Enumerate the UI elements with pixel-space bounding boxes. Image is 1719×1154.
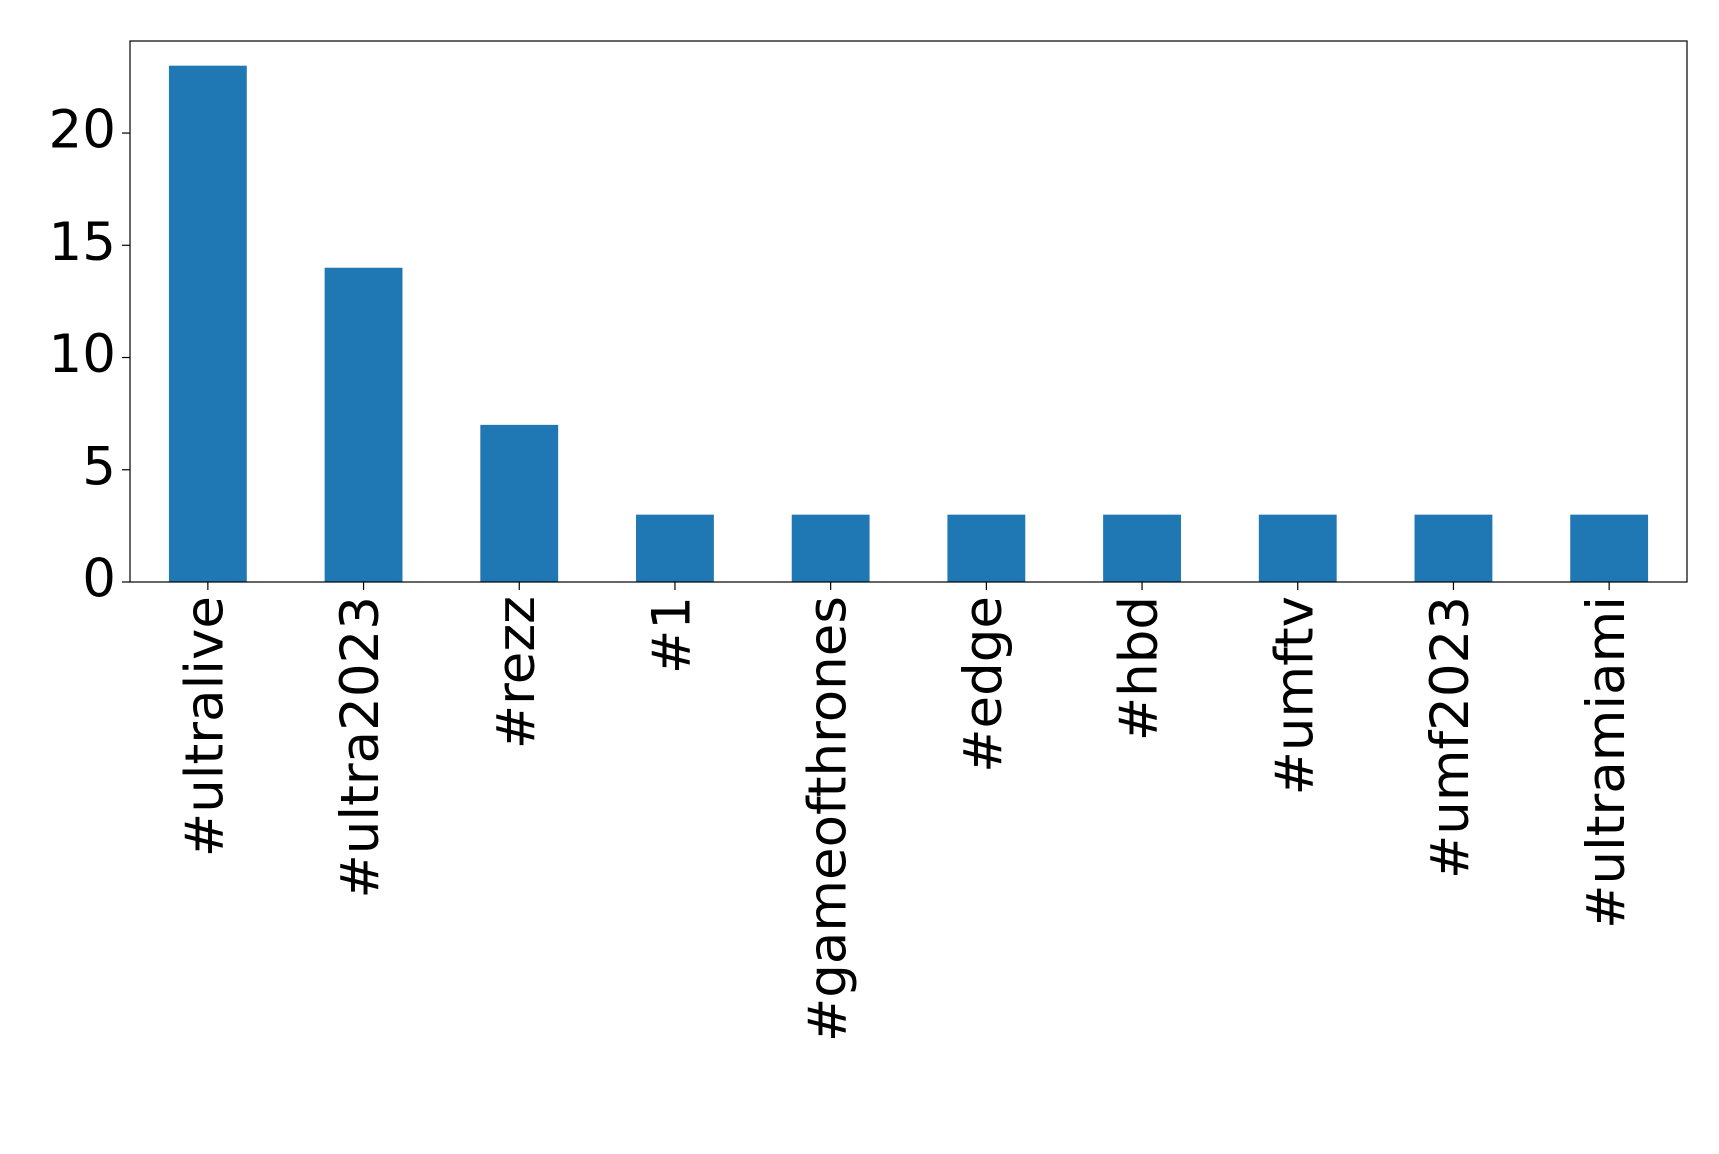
x-tick-label: #edge: [953, 596, 1014, 773]
x-tick-label: #ultralive: [174, 596, 235, 857]
x-tick-label: #gameofthrones: [797, 596, 858, 1042]
bar: [324, 267, 403, 582]
bar: [791, 514, 870, 582]
x-tick-label: #umftv: [1264, 596, 1325, 796]
bar: [168, 65, 247, 583]
x-tick-label: #ultra2023: [330, 596, 391, 899]
bar: [1258, 514, 1337, 582]
y-tick-label: 10: [49, 324, 116, 385]
x-tick-label: #umf2023: [1420, 596, 1481, 879]
x-tick-label: #rezz: [486, 596, 547, 749]
x-tick-label: #hbd: [1109, 596, 1170, 741]
y-tick-label: 0: [82, 549, 116, 610]
bar: [1103, 514, 1181, 582]
bar: [947, 514, 1026, 582]
bar: [1570, 514, 1649, 582]
y-tick-label: 20: [49, 100, 116, 161]
bar: [480, 424, 559, 582]
x-tick-label: #ultramiami: [1576, 596, 1637, 929]
y-tick-label: 5: [82, 436, 116, 497]
y-tick-label: 15: [49, 212, 116, 273]
bar: [636, 514, 714, 582]
bar: [1414, 514, 1493, 582]
plot-frame: [129, 40, 1688, 583]
x-tick-label: #1: [642, 596, 703, 674]
